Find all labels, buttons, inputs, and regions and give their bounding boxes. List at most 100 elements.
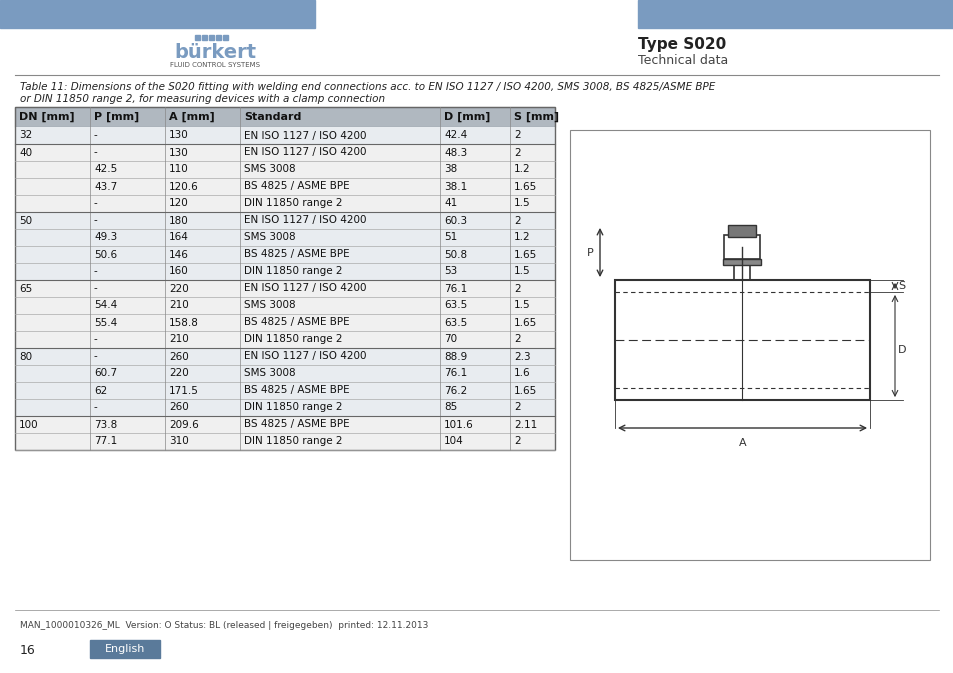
Text: 65: 65 bbox=[19, 283, 32, 293]
Text: S [mm]: S [mm] bbox=[514, 112, 558, 122]
Text: 130: 130 bbox=[169, 131, 189, 141]
Text: 38: 38 bbox=[443, 164, 456, 174]
Bar bbox=[15, 107, 555, 127]
Text: 1.65: 1.65 bbox=[514, 182, 537, 192]
Bar bbox=[734, 265, 750, 280]
Bar bbox=[15, 229, 555, 246]
Text: P: P bbox=[587, 248, 594, 258]
Text: -: - bbox=[94, 199, 97, 209]
Text: 171.5: 171.5 bbox=[169, 386, 198, 396]
Bar bbox=[90, 640, 160, 658]
Text: 260: 260 bbox=[169, 351, 189, 361]
Text: 1.5: 1.5 bbox=[514, 267, 530, 277]
Text: 120: 120 bbox=[169, 199, 189, 209]
Text: 1.5: 1.5 bbox=[514, 301, 530, 310]
Text: DIN 11850 range 2: DIN 11850 range 2 bbox=[244, 334, 342, 345]
Text: 60.7: 60.7 bbox=[94, 369, 117, 378]
Text: 50.8: 50.8 bbox=[443, 250, 467, 260]
Bar bbox=[15, 416, 555, 433]
Text: 40: 40 bbox=[19, 147, 32, 157]
Text: 76.1: 76.1 bbox=[443, 283, 467, 293]
Text: -: - bbox=[94, 267, 97, 277]
Text: 76.1: 76.1 bbox=[443, 369, 467, 378]
Text: 180: 180 bbox=[169, 215, 189, 225]
Text: 209.6: 209.6 bbox=[169, 419, 198, 429]
Text: 70: 70 bbox=[443, 334, 456, 345]
Text: 85: 85 bbox=[443, 402, 456, 413]
Text: EN ISO 1127 / ISO 4200: EN ISO 1127 / ISO 4200 bbox=[244, 351, 366, 361]
Text: 63.5: 63.5 bbox=[443, 318, 467, 328]
Text: English: English bbox=[105, 644, 145, 654]
Text: BS 4825 / ASME BPE: BS 4825 / ASME BPE bbox=[244, 318, 349, 328]
Text: -: - bbox=[94, 351, 97, 361]
Text: Standard: Standard bbox=[244, 112, 301, 122]
Text: MAN_1000010326_ML  Version: O Status: BL (released | freigegeben)  printed: 12.1: MAN_1000010326_ML Version: O Status: BL … bbox=[20, 621, 428, 629]
Text: 120.6: 120.6 bbox=[169, 182, 198, 192]
Bar bbox=[15, 107, 555, 450]
Text: 1.65: 1.65 bbox=[514, 318, 537, 328]
Text: 1.65: 1.65 bbox=[514, 386, 537, 396]
Text: 50.6: 50.6 bbox=[94, 250, 117, 260]
Text: 73.8: 73.8 bbox=[94, 419, 117, 429]
Text: 210: 210 bbox=[169, 334, 189, 345]
Bar bbox=[0, 0, 314, 28]
Bar bbox=[615, 280, 869, 400]
Bar bbox=[15, 178, 555, 195]
Bar bbox=[728, 225, 756, 237]
Text: 210: 210 bbox=[169, 301, 189, 310]
Bar bbox=[15, 331, 555, 348]
Text: D [mm]: D [mm] bbox=[443, 112, 490, 122]
Text: 160: 160 bbox=[169, 267, 189, 277]
Bar bbox=[15, 348, 555, 365]
Text: 42.4: 42.4 bbox=[443, 131, 467, 141]
Text: 41: 41 bbox=[443, 199, 456, 209]
Bar bbox=[15, 144, 555, 161]
Text: 88.9: 88.9 bbox=[443, 351, 467, 361]
Text: 53: 53 bbox=[443, 267, 456, 277]
Text: BS 4825 / ASME BPE: BS 4825 / ASME BPE bbox=[244, 182, 349, 192]
Text: -: - bbox=[94, 131, 97, 141]
Text: DIN 11850 range 2: DIN 11850 range 2 bbox=[244, 402, 342, 413]
Text: 50: 50 bbox=[19, 215, 32, 225]
Text: 1.6: 1.6 bbox=[514, 369, 530, 378]
Text: DIN 11850 range 2: DIN 11850 range 2 bbox=[244, 267, 342, 277]
Text: EN ISO 1127 / ISO 4200: EN ISO 1127 / ISO 4200 bbox=[244, 283, 366, 293]
Text: SMS 3008: SMS 3008 bbox=[244, 301, 295, 310]
Bar bbox=[15, 161, 555, 178]
Text: 2: 2 bbox=[514, 334, 520, 345]
Text: or DIN 11850 range 2, for measuring devices with a clamp connection: or DIN 11850 range 2, for measuring devi… bbox=[20, 94, 385, 104]
Text: 48.3: 48.3 bbox=[443, 147, 467, 157]
Text: D: D bbox=[897, 345, 905, 355]
Bar bbox=[15, 212, 555, 229]
Text: 16: 16 bbox=[20, 643, 35, 656]
Text: P [mm]: P [mm] bbox=[94, 112, 139, 122]
Text: 220: 220 bbox=[169, 369, 189, 378]
Text: EN ISO 1127 / ISO 4200: EN ISO 1127 / ISO 4200 bbox=[244, 215, 366, 225]
Text: 51: 51 bbox=[443, 232, 456, 242]
Text: 260: 260 bbox=[169, 402, 189, 413]
Text: 55.4: 55.4 bbox=[94, 318, 117, 328]
Text: 2: 2 bbox=[514, 215, 520, 225]
Bar bbox=[15, 314, 555, 331]
Text: -: - bbox=[94, 283, 97, 293]
Bar bbox=[209, 35, 213, 40]
Text: -: - bbox=[94, 402, 97, 413]
Text: 42.5: 42.5 bbox=[94, 164, 117, 174]
Text: 1.65: 1.65 bbox=[514, 250, 537, 260]
Text: 77.1: 77.1 bbox=[94, 437, 117, 446]
Bar bbox=[15, 195, 555, 212]
Text: 2: 2 bbox=[514, 437, 520, 446]
Text: DIN 11850 range 2: DIN 11850 range 2 bbox=[244, 199, 342, 209]
Bar bbox=[723, 235, 760, 259]
Text: 60.3: 60.3 bbox=[443, 215, 467, 225]
Text: 101.6: 101.6 bbox=[443, 419, 474, 429]
Text: 49.3: 49.3 bbox=[94, 232, 117, 242]
Text: 100: 100 bbox=[19, 419, 38, 429]
Text: 2.3: 2.3 bbox=[514, 351, 530, 361]
Bar bbox=[15, 246, 555, 263]
Text: 2: 2 bbox=[514, 402, 520, 413]
Text: FLUID CONTROL SYSTEMS: FLUID CONTROL SYSTEMS bbox=[170, 62, 260, 68]
Text: 2: 2 bbox=[514, 147, 520, 157]
Text: 54.4: 54.4 bbox=[94, 301, 117, 310]
Bar bbox=[194, 35, 200, 40]
